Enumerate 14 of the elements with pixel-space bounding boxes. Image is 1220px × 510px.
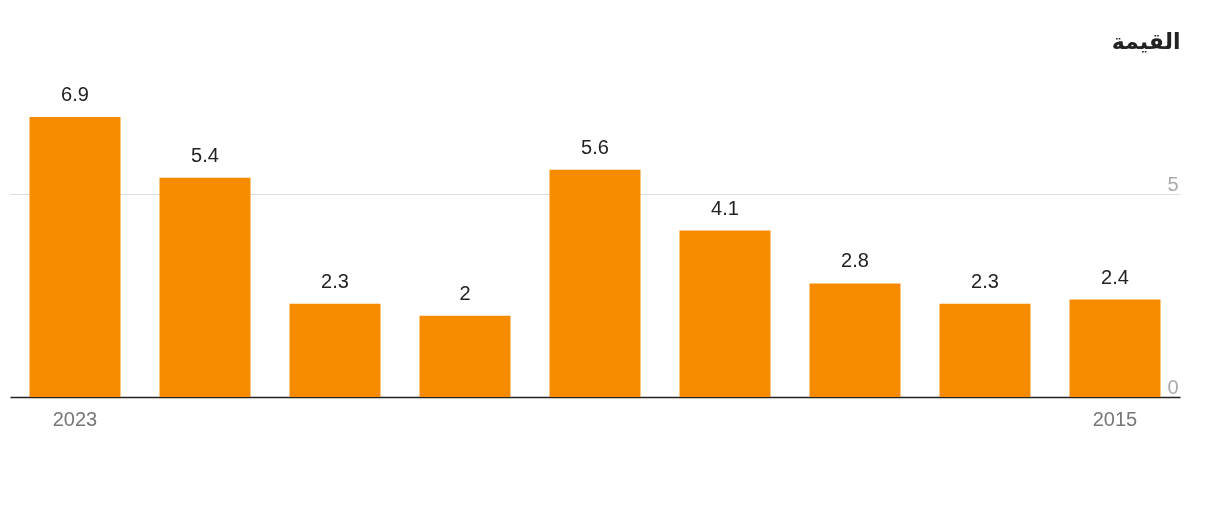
data-label: 2.4 — [1101, 265, 1129, 288]
x-tick-label: 2023 — [52, 407, 98, 430]
data-label: 2.8 — [841, 249, 869, 272]
data-label: 2 — [459, 281, 471, 304]
data-label: 2.3 — [321, 269, 349, 292]
y-tick-label: 5 — [1167, 172, 1179, 195]
data-label: 2.3 — [971, 269, 999, 292]
data-label: 5.4 — [191, 143, 219, 166]
x-tick-label: 2015 — [1092, 407, 1138, 430]
data-label: 6.9 — [61, 83, 89, 105]
data-label: 4.1 — [711, 196, 739, 219]
y-tick-label: 0 — [1167, 375, 1179, 398]
data-label: 5.6 — [581, 135, 609, 158]
y-axis-title: القيمة — [1111, 28, 1181, 54]
